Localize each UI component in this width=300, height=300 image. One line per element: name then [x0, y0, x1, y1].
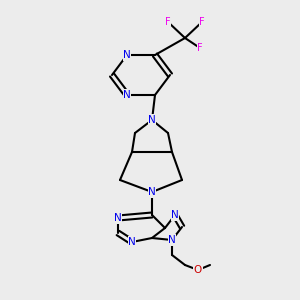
Text: N: N: [123, 50, 131, 60]
Text: O: O: [194, 265, 202, 275]
Text: N: N: [114, 213, 122, 223]
Text: N: N: [168, 235, 176, 245]
Text: N: N: [148, 115, 156, 125]
Text: N: N: [148, 187, 156, 197]
Text: N: N: [123, 90, 131, 100]
Text: N: N: [128, 237, 136, 247]
Text: F: F: [199, 17, 205, 27]
Text: F: F: [165, 17, 171, 27]
Text: F: F: [197, 43, 203, 53]
Text: N: N: [171, 210, 179, 220]
